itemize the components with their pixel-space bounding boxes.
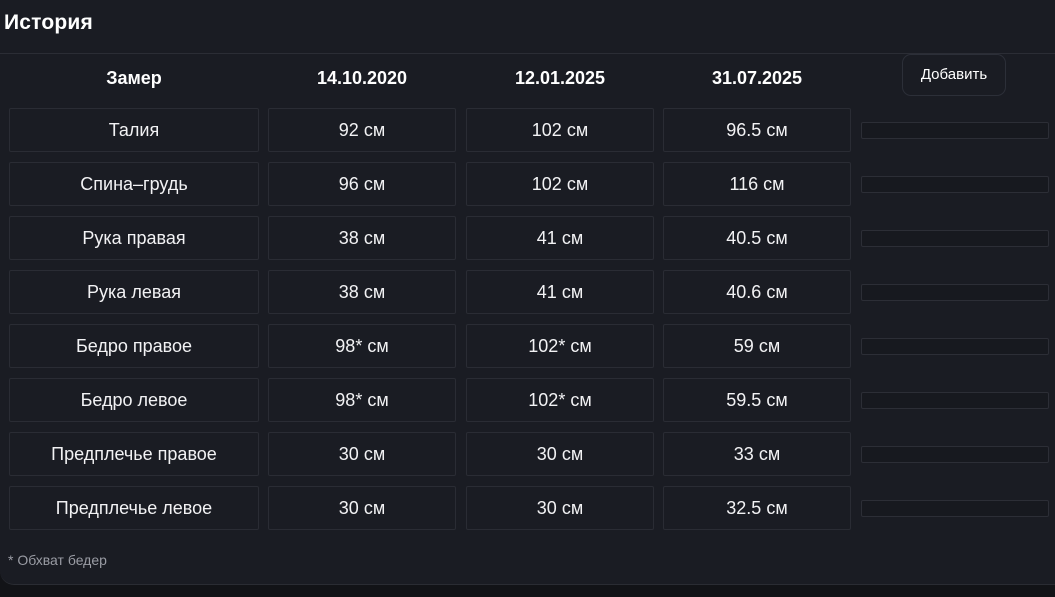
measurement-value: 41 см: [466, 270, 654, 314]
add-measurement-button[interactable]: Добавить: [902, 54, 1006, 96]
measurement-label: Талия: [9, 108, 259, 152]
measurement-value: 92 см: [268, 108, 456, 152]
column-header-date-3: 31.07.2025: [711, 68, 803, 88]
measurement-value: 32.5 см: [663, 486, 851, 530]
measurements-table: Талия 92 см 102 см 96.5 см Спина–грудь 9…: [0, 108, 1055, 540]
measurement-label: Рука правая: [9, 216, 259, 260]
measurement-value: 30 см: [466, 432, 654, 476]
measurement-label: Бедро правое: [9, 324, 259, 368]
measurement-value: 30 см: [268, 432, 456, 476]
column-header-measurement: Замер: [106, 68, 162, 88]
new-value-input[interactable]: [861, 230, 1049, 247]
measurement-label: Спина–грудь: [9, 162, 259, 206]
table-row: Предплечье левое 30 см 30 см 32.5 см: [0, 486, 1055, 540]
measurement-value: 98* см: [268, 324, 456, 368]
new-value-input[interactable]: [861, 284, 1049, 301]
new-value-input[interactable]: [861, 176, 1049, 193]
measurement-label: Бедро левое: [9, 378, 259, 422]
measurement-value: 116 см: [663, 162, 851, 206]
new-value-input[interactable]: [861, 338, 1049, 355]
measurement-value: 102* см: [466, 324, 654, 368]
measurement-value: 59 см: [663, 324, 851, 368]
measurement-label: Рука левая: [9, 270, 259, 314]
table-row: Рука левая 38 см 41 см 40.6 см: [0, 270, 1055, 324]
history-panel: История Замер 14.10.2020 12.01.2025 31.0…: [0, 0, 1055, 585]
measurement-value: 38 см: [268, 216, 456, 260]
table-row: Талия 92 см 102 см 96.5 см: [0, 108, 1055, 162]
column-header-date-1: 14.10.2020: [316, 68, 408, 88]
measurement-value: 102 см: [466, 162, 654, 206]
footnote: * Обхват бедер: [8, 552, 107, 568]
new-value-input[interactable]: [861, 446, 1049, 463]
table-row: Рука правая 38 см 41 см 40.5 см: [0, 216, 1055, 270]
measurement-value: 41 см: [466, 216, 654, 260]
section-title: История: [4, 11, 93, 34]
measurement-value: 102* см: [466, 378, 654, 422]
measurement-label: Предплечье левое: [9, 486, 259, 530]
measurement-value: 38 см: [268, 270, 456, 314]
measurement-value: 40.5 см: [663, 216, 851, 260]
measurement-value: 96.5 см: [663, 108, 851, 152]
measurement-value: 102 см: [466, 108, 654, 152]
measurement-value: 98* см: [268, 378, 456, 422]
new-value-input[interactable]: [861, 122, 1049, 139]
measurement-value: 33 см: [663, 432, 851, 476]
table-row: Предплечье правое 30 см 30 см 33 см: [0, 432, 1055, 486]
new-value-input[interactable]: [861, 500, 1049, 517]
measurement-label: Предплечье правое: [9, 432, 259, 476]
new-value-input[interactable]: [861, 392, 1049, 409]
table-row: Бедро левое 98* см 102* см 59.5 см: [0, 378, 1055, 432]
measurement-value: 96 см: [268, 162, 456, 206]
header-divider: [0, 53, 1055, 54]
table-row: Спина–грудь 96 см 102 см 116 см: [0, 162, 1055, 216]
measurement-value: 30 см: [466, 486, 654, 530]
measurement-value: 59.5 см: [663, 378, 851, 422]
measurement-value: 30 см: [268, 486, 456, 530]
column-header-date-2: 12.01.2025: [514, 68, 606, 88]
table-row: Бедро правое 98* см 102* см 59 см: [0, 324, 1055, 378]
measurement-value: 40.6 см: [663, 270, 851, 314]
